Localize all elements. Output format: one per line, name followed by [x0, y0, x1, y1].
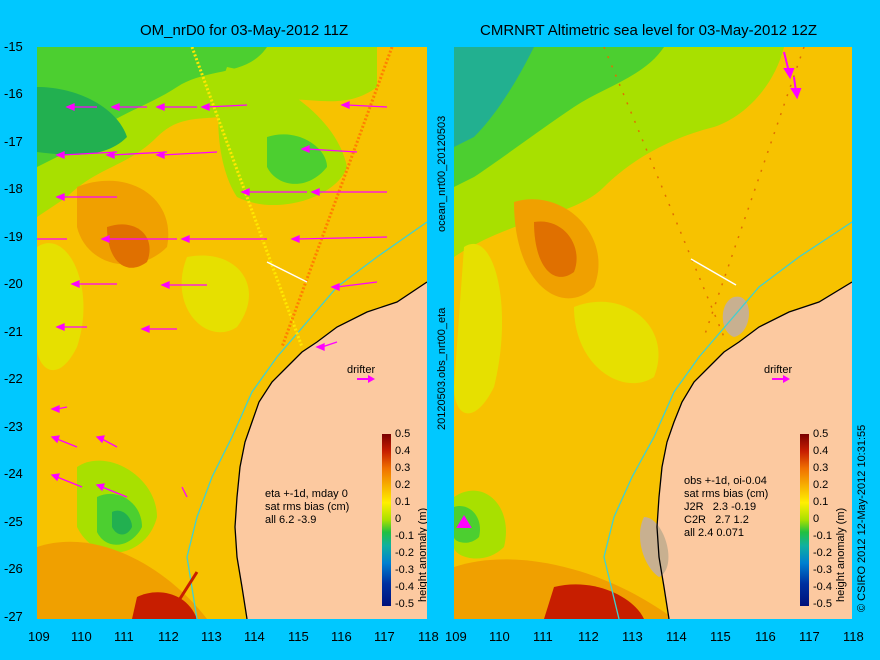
colorbar-label: 0.5 [395, 428, 411, 440]
right-colorbar-axis-label: height anomaly (m) [835, 507, 847, 602]
x-tick: 113 [622, 629, 643, 644]
colorbar-label: 0.3 [813, 462, 829, 474]
x-tick: 117 [799, 629, 820, 644]
drifter-track [690, 258, 737, 286]
y-tick: -15 [4, 39, 23, 54]
x-tick: 110 [71, 629, 92, 644]
colorbar-label: 0.5 [813, 428, 829, 440]
drifter-label: drifter [347, 364, 376, 376]
y-tick: -25 [4, 514, 23, 529]
colorbar-label: -0.3 [813, 564, 832, 576]
colorbar-label: 0.4 [813, 445, 829, 457]
x-tick: 116 [331, 629, 352, 644]
colorbar-label: -0.3 [395, 564, 414, 576]
y-tick: -22 [4, 371, 23, 386]
colorbar-label: 0.3 [395, 462, 411, 474]
velocity-arrows [37, 101, 388, 498]
colorbar-label: -0.2 [813, 547, 832, 559]
current-line [603, 221, 852, 619]
drifter-track [266, 261, 308, 283]
left-map-svg [37, 47, 427, 619]
satellite-track [603, 47, 725, 338]
drifter-label: drifter [764, 364, 793, 376]
right-colorbar [800, 434, 809, 606]
velocity-arrows [456, 51, 802, 528]
x-tick: 109 [445, 629, 467, 644]
left-colorbar [382, 434, 391, 606]
x-tick: 118 [418, 629, 439, 644]
colorbar-label: 0.1 [813, 496, 829, 508]
x-tick: 113 [201, 629, 222, 644]
y-tick: -27 [4, 609, 23, 624]
x-tick: 112 [158, 629, 179, 644]
left-map-panel: drifter eta +-1d, mday 0 sat rms bias (c… [37, 47, 427, 619]
colorbar-label: 0 [395, 513, 402, 525]
left-stats-annotation: eta +-1d, mday 0 sat rms bias (cm) all 6… [265, 488, 350, 526]
x-tick: 116 [755, 629, 776, 644]
satellite-track [165, 571, 199, 619]
colorbar-label: 0.2 [813, 479, 829, 491]
y-tick: -21 [4, 324, 23, 339]
right-map-svg [454, 47, 852, 619]
y-tick: -17 [4, 134, 23, 149]
x-tick: 118 [843, 629, 864, 644]
y-tick: -19 [4, 229, 23, 244]
x-tick: 109 [28, 629, 50, 644]
coastline [234, 281, 427, 619]
x-tick: 110 [489, 629, 510, 644]
left-colorbar-axis-label: height anomaly (m) [417, 507, 427, 602]
colorbar-label: 0.4 [395, 445, 411, 457]
y-tick: -16 [4, 86, 23, 101]
x-tick: 111 [114, 629, 134, 644]
colorbar-label: 0 [813, 513, 820, 525]
colorbar-label: 0.1 [395, 496, 411, 508]
obs-file-label: 20120503.obs_nrt00_eta [436, 307, 448, 430]
colorbar-label: -0.4 [813, 581, 832, 593]
right-map-panel: drifter obs +-1d, oi-0.04 sat rms bias (… [454, 47, 852, 619]
colorbar-label: -0.2 [395, 547, 414, 559]
y-tick: -26 [4, 561, 23, 576]
x-tick: 114 [666, 629, 687, 644]
colorbar-label: 0.2 [395, 479, 411, 491]
coastline [656, 281, 852, 619]
drifter-legend-arrow [357, 375, 375, 383]
colorbar-label: -0.5 [395, 598, 414, 610]
y-tick: -23 [4, 419, 23, 434]
colorbar-label: -0.4 [395, 581, 414, 593]
right-stats-annotation: obs +-1d, oi-0.04 sat rms bias (cm) J2R … [684, 475, 769, 539]
colorbar-label: -0.1 [395, 530, 414, 542]
x-tick: 114 [244, 629, 265, 644]
x-tick: 112 [578, 629, 599, 644]
x-tick: 115 [288, 629, 309, 644]
x-tick: 117 [374, 629, 395, 644]
x-tick: 111 [533, 629, 553, 644]
colorbar-label: -0.5 [813, 598, 832, 610]
left-panel-title: OM_nrD0 for 03-May-2012 11Z [140, 22, 349, 39]
satellite-track [190, 47, 304, 348]
x-tick: 115 [710, 629, 731, 644]
australia-landmass [235, 282, 427, 619]
run-id-label: ocean_nrt00_20120503 [436, 115, 448, 232]
y-tick: -20 [4, 276, 23, 291]
satellite-track [703, 47, 805, 338]
drifter-legend-arrow [772, 375, 790, 383]
y-tick: -18 [4, 181, 23, 196]
current-line [186, 221, 427, 619]
satellite-track [280, 47, 394, 348]
colorbar-label: -0.1 [813, 530, 832, 542]
y-tick: -24 [4, 466, 23, 481]
copyright-label: © CSIRO 2012 12-May-2012 10:31:55 [856, 424, 868, 612]
right-panel-title: CMRNRT Altimetric sea level for 03-May-2… [480, 22, 818, 39]
